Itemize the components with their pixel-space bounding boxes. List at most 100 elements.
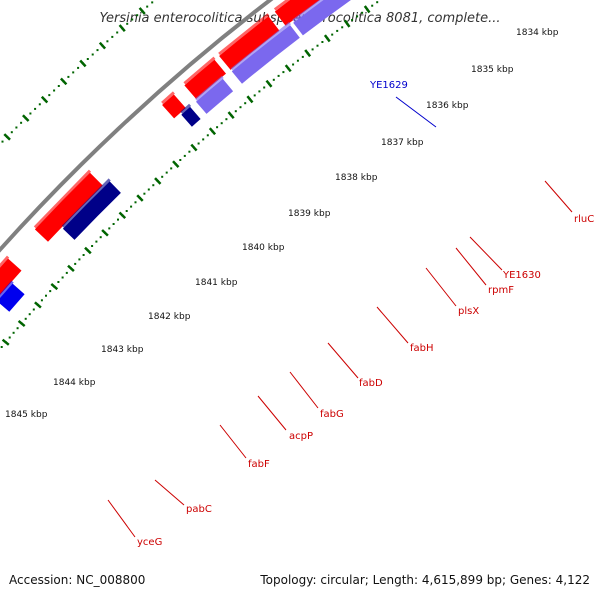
leader-line xyxy=(257,395,287,431)
scale-dot xyxy=(170,167,173,170)
scale-dot xyxy=(77,66,80,69)
scale-tick xyxy=(118,211,127,219)
kbp-label: 1843 kbp xyxy=(101,345,144,355)
scale-dot xyxy=(99,236,102,239)
leader-line xyxy=(154,479,185,506)
scale-tick xyxy=(34,301,42,309)
gene-block-shade xyxy=(0,280,14,299)
scale-dot xyxy=(117,218,119,221)
scale-dot xyxy=(220,122,223,125)
scale-dot xyxy=(29,112,32,115)
label-leaders xyxy=(107,96,573,538)
scale-dot xyxy=(272,78,275,81)
topology-label: Topology: circular; Length: 4,615,899 bp… xyxy=(260,573,590,587)
gene-block xyxy=(34,172,103,242)
kbp-label: 1841 kbp xyxy=(195,278,238,288)
scale-tick xyxy=(84,246,92,255)
gene-label-fabF[interactable]: fabF xyxy=(248,459,270,470)
scale-tick xyxy=(304,49,312,58)
leader-line xyxy=(425,267,457,307)
scale-tick xyxy=(284,64,292,73)
scale-tick xyxy=(118,24,126,33)
kbp-label: 1845 kbp xyxy=(5,410,48,420)
scale-tick xyxy=(59,77,68,86)
gene-block-shade xyxy=(273,0,291,11)
kbp-label: 1840 kbp xyxy=(242,243,285,253)
gene-label-fabD[interactable]: fabD xyxy=(359,378,383,389)
gene-label-YE1630[interactable]: YE1630 xyxy=(502,270,541,281)
scale-dot xyxy=(65,271,68,274)
scale-dot xyxy=(161,175,164,178)
scale-dot xyxy=(296,59,299,62)
scale-dot xyxy=(202,138,205,141)
gene-label-pabC[interactable]: pabC xyxy=(186,504,212,515)
leader-line xyxy=(327,342,359,379)
leader-line xyxy=(544,180,573,213)
gene-label-yceG[interactable]: yceG xyxy=(137,537,162,548)
gene-block-shade xyxy=(180,103,192,114)
scale-tick xyxy=(323,34,331,43)
scale-dot xyxy=(244,102,247,105)
gene-block-shade xyxy=(230,21,292,71)
scale-dot xyxy=(126,22,129,25)
leader-line xyxy=(395,96,437,128)
scale-dot xyxy=(125,210,128,212)
gene-label-plsX[interactable]: plsX xyxy=(458,306,479,317)
kbp-label: 1834 kbp xyxy=(516,28,559,38)
scale-tick xyxy=(136,194,144,202)
kbp-label: 1835 kbp xyxy=(471,65,514,75)
gene-block-shade xyxy=(33,169,92,229)
gene-label-fabG[interactable]: fabG xyxy=(320,409,344,420)
scale-dot xyxy=(321,41,324,43)
kbp-label: 1838 kbp xyxy=(335,173,378,183)
scale-dot xyxy=(48,94,51,97)
scale-dot xyxy=(253,94,256,97)
scale-dot xyxy=(143,192,146,195)
scale-dot xyxy=(61,276,64,279)
scale-tick xyxy=(40,95,49,104)
kbp-label: 1844 kbp xyxy=(53,378,96,388)
scale-dot xyxy=(331,33,334,36)
scale-dot xyxy=(116,31,119,34)
scale-dot xyxy=(112,223,115,225)
scale-dot xyxy=(152,184,155,187)
scale-dot xyxy=(91,53,94,56)
leader-line xyxy=(107,499,136,538)
scale-tick xyxy=(3,133,11,141)
gene-label-acpP[interactable]: acpP xyxy=(289,431,313,442)
gene-label-rluC[interactable]: rluC xyxy=(574,214,594,225)
scale-dot xyxy=(225,118,228,121)
scale-dot xyxy=(57,281,60,283)
leader-line xyxy=(289,371,319,409)
scale-tick xyxy=(138,7,146,15)
scale-dot xyxy=(34,107,37,110)
scale-dot xyxy=(134,201,137,204)
scale-dot xyxy=(179,159,182,161)
scale-dot xyxy=(188,150,191,153)
scale-dot xyxy=(341,26,344,29)
scale-dot xyxy=(53,89,56,92)
scale-dot xyxy=(108,227,111,230)
scale-dot xyxy=(40,299,43,302)
leader-line xyxy=(455,247,487,286)
gene-label-YE1629[interactable]: YE1629 xyxy=(369,80,408,91)
scale-tick xyxy=(246,95,254,104)
scale-tick xyxy=(67,264,75,273)
scale-dot xyxy=(263,86,266,89)
scale-dot xyxy=(96,49,99,52)
gene-label-rpmF[interactable]: rpmF xyxy=(488,285,514,296)
scale-dot xyxy=(91,245,94,247)
gene-label-fabH[interactable]: fabH xyxy=(410,343,434,354)
scale-tick xyxy=(17,319,26,328)
scale-tick xyxy=(79,59,87,68)
gene-block xyxy=(184,59,226,99)
gene-block xyxy=(274,0,321,26)
scale-labels: 1834 kbp 1835 kbp 1836 kbp 1837 kbp 1838… xyxy=(5,28,559,420)
scale-dot xyxy=(131,18,134,21)
scale-dot xyxy=(49,290,52,293)
gene-block xyxy=(62,181,121,240)
scale-dot xyxy=(336,29,339,32)
kbp-label: 1839 kbp xyxy=(288,209,331,219)
scale-dot xyxy=(15,126,18,129)
